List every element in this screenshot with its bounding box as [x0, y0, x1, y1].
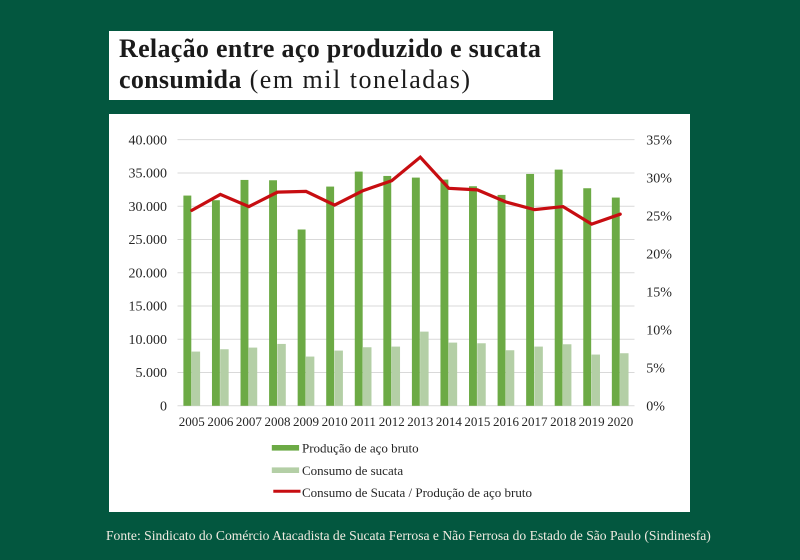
svg-text:Consumo de Sucata / Produção d: Consumo de Sucata / Produção de aço brut… — [302, 485, 532, 500]
svg-text:2019: 2019 — [578, 414, 604, 429]
svg-text:35%: 35% — [646, 133, 672, 148]
svg-text:5.000: 5.000 — [135, 366, 167, 381]
svg-text:30.000: 30.000 — [128, 200, 167, 215]
svg-text:2010: 2010 — [321, 414, 347, 429]
svg-text:Consumo de sucata: Consumo de sucata — [302, 463, 403, 478]
svg-text:2009: 2009 — [293, 414, 319, 429]
svg-text:20.000: 20.000 — [128, 266, 167, 281]
svg-text:2018: 2018 — [550, 414, 576, 429]
svg-text:Produção de aço bruto: Produção de aço bruto — [302, 441, 419, 456]
svg-text:2006: 2006 — [207, 414, 234, 429]
svg-text:25.000: 25.000 — [128, 233, 167, 248]
svg-text:15.000: 15.000 — [128, 300, 167, 315]
svg-text:5%: 5% — [646, 361, 665, 376]
svg-text:0: 0 — [160, 400, 167, 415]
svg-text:10.000: 10.000 — [128, 333, 167, 348]
svg-text:2012: 2012 — [378, 414, 404, 429]
svg-text:2020: 2020 — [607, 414, 633, 429]
svg-text:2013: 2013 — [407, 414, 433, 429]
svg-text:2007: 2007 — [235, 414, 262, 429]
svg-text:2014: 2014 — [435, 414, 462, 429]
svg-text:2011: 2011 — [350, 414, 376, 429]
svg-text:2008: 2008 — [264, 414, 290, 429]
svg-text:35.000: 35.000 — [128, 167, 167, 182]
svg-text:25%: 25% — [646, 209, 672, 224]
svg-text:0%: 0% — [646, 400, 665, 415]
svg-text:20%: 20% — [646, 247, 672, 262]
svg-text:15%: 15% — [646, 285, 672, 300]
svg-text:10%: 10% — [646, 323, 672, 338]
svg-text:2005: 2005 — [178, 414, 204, 429]
svg-text:2015: 2015 — [464, 414, 490, 429]
svg-text:40.000: 40.000 — [128, 133, 167, 148]
svg-text:30%: 30% — [646, 171, 672, 186]
svg-text:2017: 2017 — [521, 414, 548, 429]
svg-text:2016: 2016 — [492, 414, 519, 429]
